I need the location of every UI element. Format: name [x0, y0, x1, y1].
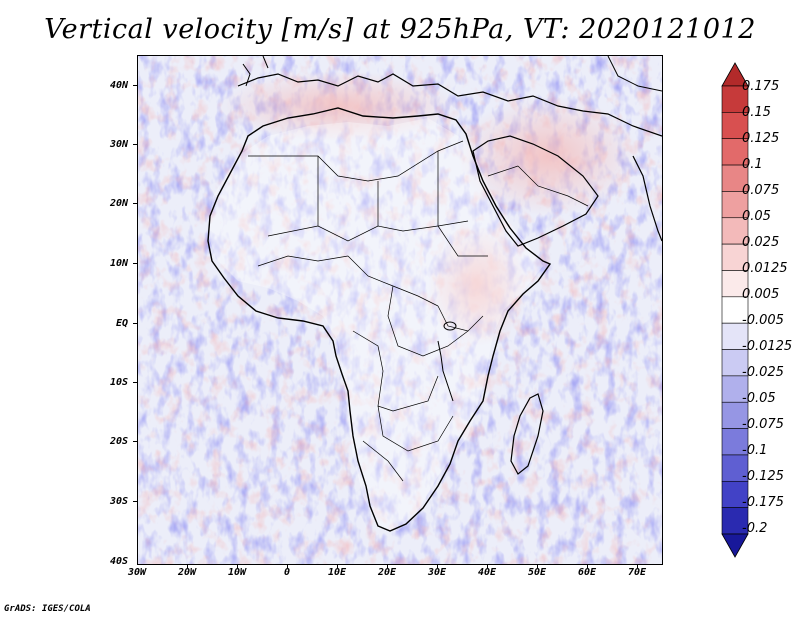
colorbar-segment [721, 191, 749, 219]
lat-label-40n: 40N [109, 80, 128, 91]
colorbar-label: 0.005 [742, 287, 780, 302]
colorbar-label: -0.075 [742, 417, 784, 432]
colorbar-segment [721, 454, 749, 482]
colorbar-segment [721, 243, 749, 271]
great-lakes [437, 321, 457, 402]
colorbar-label: -0.175 [742, 495, 784, 510]
africa-land [208, 118, 543, 531]
lat-label-30n: 30N [109, 139, 128, 150]
colorbar-label: 0.05 [742, 209, 771, 224]
lat-label-20n: 20N [109, 198, 128, 209]
lon-label-10e: 10E [327, 567, 347, 578]
lat-label-10n: 10N [109, 258, 128, 269]
colorbar-label: -0.125 [742, 469, 784, 484]
east-africa-ascent-zone [428, 226, 528, 346]
colorbar-segment [721, 138, 749, 166]
country-borders [248, 140, 589, 482]
colorbar-label: -0.005 [742, 313, 784, 328]
colorbar-segment [721, 217, 749, 245]
colorbar-segment [721, 322, 749, 350]
lon-label-20e: 20E [377, 567, 397, 578]
vertical-velocity-map [138, 56, 662, 564]
map-panel [137, 55, 663, 565]
colorbar-segment [721, 480, 749, 508]
lon-label-60e: 60E [577, 567, 597, 578]
iberia-coastline [242, 56, 662, 92]
colorbar-label: 0.0125 [742, 261, 788, 276]
colorbar-segment [721, 296, 749, 324]
colorbar-segment [721, 375, 749, 403]
lon-label-0: 0 [283, 567, 291, 578]
colorbar-segment [721, 85, 749, 113]
lon-label-20w: 20W [177, 567, 197, 578]
colorbar-segment [721, 401, 749, 429]
lon-label-10w: 10W [227, 567, 247, 578]
colorbar-label: -0.05 [742, 391, 776, 406]
colorbar-label: -0.0125 [742, 339, 793, 354]
chart-title: Vertical velocity [m/s] at 925hPa, VT: 2… [44, 14, 756, 45]
lon-label-70e: 70E [627, 567, 647, 578]
lat-label-20s: 20S [109, 436, 128, 447]
footer-credit: GrADS: IGES/COLA [4, 604, 91, 614]
colorbar-label: 0.025 [742, 235, 780, 250]
colorbar-label: 0.125 [742, 131, 780, 146]
arabia-ascent-zone [458, 96, 638, 216]
colorbar-label: 0.15 [742, 105, 771, 120]
colorbar-label: 0.1 [742, 157, 763, 172]
lon-label-40e: 40E [477, 567, 497, 578]
colorbar-label: -0.2 [742, 521, 768, 536]
colorbar-label: 0.075 [742, 183, 780, 198]
colorbar-label: -0.025 [742, 365, 784, 380]
colorbar-label: 0.175 [742, 79, 780, 94]
lat-label-30s: 30S [109, 496, 128, 507]
lat-label-eq: EQ [115, 318, 128, 329]
lat-label-10s: 10S [109, 377, 128, 388]
lon-label-30e: 30E [427, 567, 447, 578]
north-africa-ascent-zone [218, 71, 458, 141]
africa-coastline [207, 107, 552, 532]
colorbar-segment [721, 507, 749, 535]
lon-label-30w: 30W [127, 567, 147, 578]
colorbar-bottom-triangle [721, 533, 749, 558]
europe-coastline [237, 73, 662, 137]
colorbar [721, 62, 749, 558]
colorbar-segment [721, 349, 749, 377]
lat-label-40s: 40S [109, 556, 128, 567]
india-coastline [632, 155, 662, 242]
arabia-coastline [472, 135, 599, 247]
lon-label-50e: 50E [527, 567, 547, 578]
colorbar-label: -0.1 [742, 443, 768, 458]
colorbar-segment [721, 270, 749, 298]
madagascar-coastline [510, 393, 544, 475]
